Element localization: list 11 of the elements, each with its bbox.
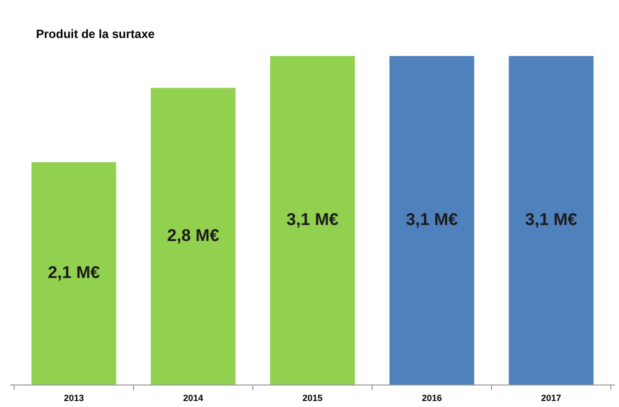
x-tick-label: 2016	[422, 393, 442, 403]
x-tick-label: 2017	[541, 393, 562, 403]
chart-title: Produit de la surtaxe	[36, 27, 156, 41]
data-label: 2,1 M€	[48, 263, 100, 282]
data-label: 3,1 M€	[525, 210, 578, 229]
data-label: 3,1 M€	[406, 210, 458, 229]
data-label: 2,8 M€	[167, 226, 220, 245]
x-tick-label: 2014	[183, 393, 204, 403]
x-tick-label: 2015	[302, 393, 323, 403]
data-label: 3,1 M€	[286, 210, 340, 229]
x-tick-label: 2013	[64, 393, 84, 403]
